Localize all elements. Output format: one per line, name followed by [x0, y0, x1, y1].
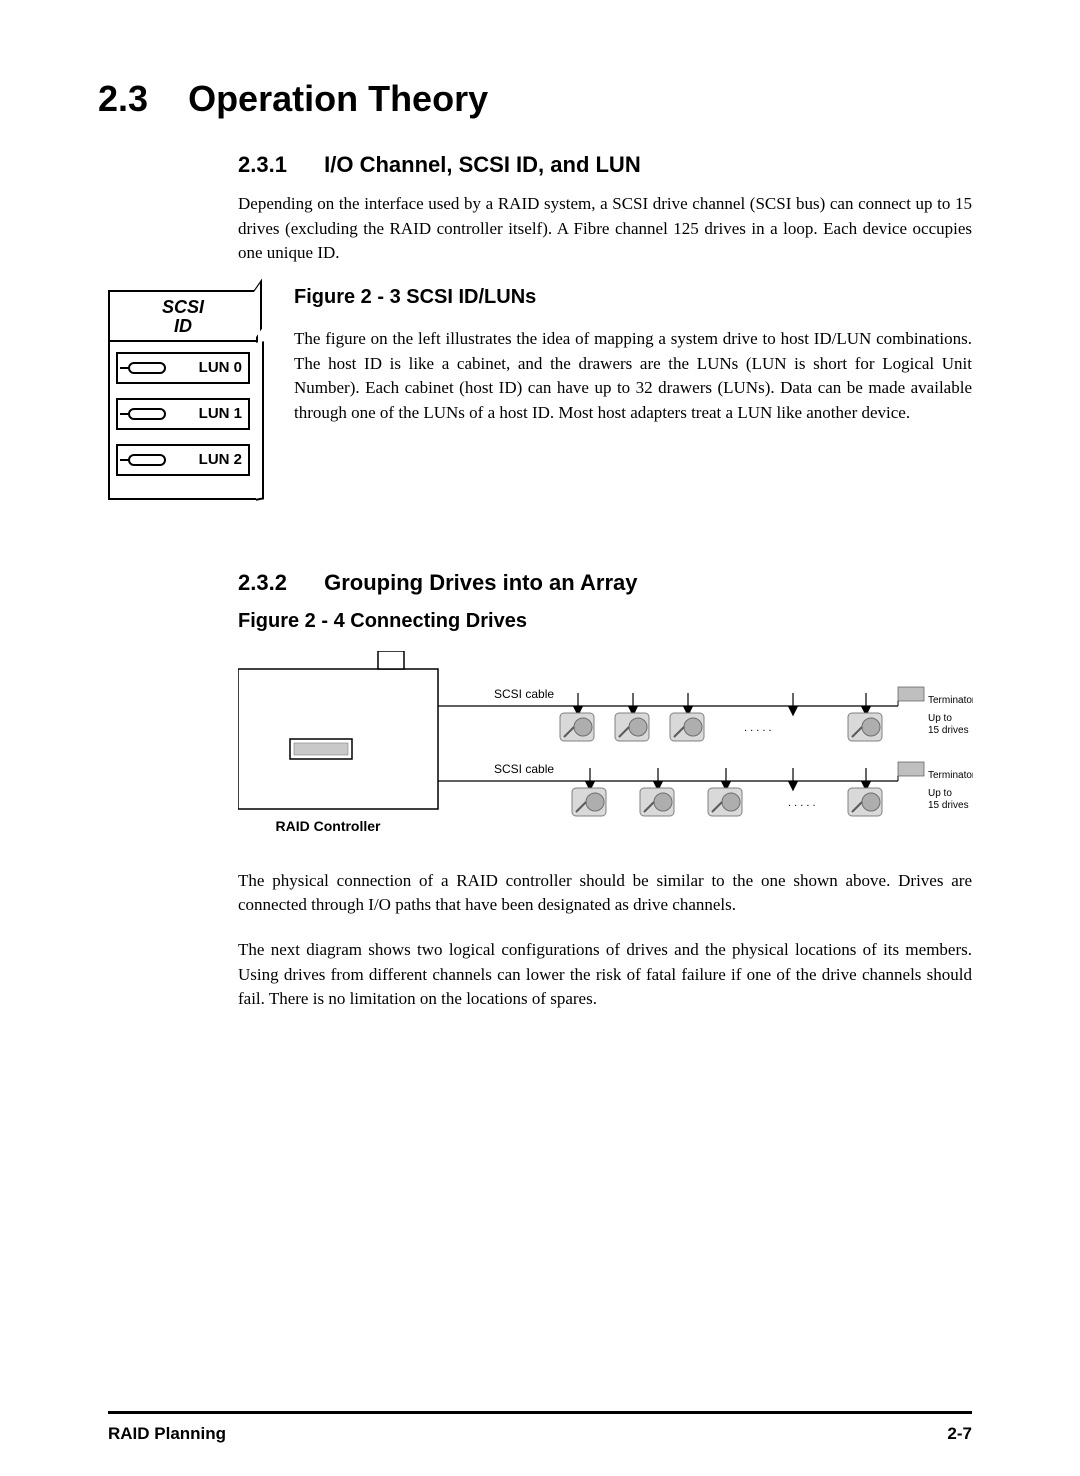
para-3: The physical connection of a RAID contro… — [238, 869, 972, 918]
drawer-label: LUN 2 — [199, 451, 242, 468]
figure-2-3-para: The figure on the left illustrates the i… — [294, 327, 972, 426]
section-name: Operation Theory — [188, 78, 488, 119]
footer-rule — [108, 1411, 972, 1414]
subsection-232: 2.3.2 Grouping Drives into an Array — [238, 570, 972, 596]
footer-left: RAID Planning — [108, 1424, 226, 1444]
drawer-handle-icon — [128, 454, 166, 466]
cabinet-header-2: ID — [110, 317, 256, 336]
drawer-handle-icon — [128, 408, 166, 420]
dots: . . . . . — [788, 797, 816, 809]
drawer-label: LUN 0 — [199, 359, 242, 376]
drives-label: 15 drives — [928, 725, 969, 736]
section-title: 2.3 Operation Theory — [98, 78, 972, 120]
drawer-lun0: LUN 0 — [116, 352, 250, 384]
figure-2-4-title: Figure 2 - 4 Connecting Drives — [238, 610, 972, 633]
upto-label: Up to — [928, 713, 952, 724]
scsi-cabinet-figure: SCSI ID LUN 0 LUN 1 LUN 2 — [108, 290, 268, 500]
page-footer: RAID Planning 2-7 — [108, 1424, 972, 1444]
subsection-num: 2.3.1 — [238, 152, 318, 178]
drives-label: 15 drives — [928, 800, 969, 811]
para-231: Depending on the interface used by a RAI… — [238, 192, 972, 266]
cabinet-header-1: SCSI — [110, 298, 256, 317]
section-number: 2.3 — [98, 78, 148, 119]
lower-bus: SCSI cable . . . . . — [438, 762, 973, 816]
drawer-label: LUN 1 — [199, 405, 242, 422]
terminator-label: Terminator — [928, 770, 973, 781]
subsection-title: Grouping Drives into an Array — [324, 570, 637, 595]
figure-2-3-title: Figure 2 - 3 SCSI ID/LUNs — [294, 286, 972, 309]
upto-label: Up to — [928, 788, 952, 799]
drawer-handle-icon — [128, 362, 166, 374]
footer-right: 2-7 — [947, 1424, 972, 1444]
terminator-label: Terminator — [928, 695, 973, 706]
drawer-lun2: LUN 2 — [116, 444, 250, 476]
drawer-lun1: LUN 1 — [116, 398, 250, 430]
para-4: The next diagram shows two logical confi… — [238, 938, 972, 1012]
subsection-title: I/O Channel, SCSI ID, and LUN — [324, 152, 641, 177]
raid-diagram: RAID Controller SCSI cable — [238, 651, 973, 841]
scsi-cable-label: SCSI cable — [494, 687, 554, 701]
upper-bus: SCSI cable . . . . — [438, 687, 973, 741]
subsection-231: 2.3.1 I/O Channel, SCSI ID, and LUN — [238, 152, 972, 178]
scsi-cable-label: SCSI cable — [494, 762, 554, 776]
raid-controller-label: RAID Controller — [276, 818, 382, 834]
dots: . . . . . — [744, 722, 772, 734]
subsection-num: 2.3.2 — [238, 570, 318, 596]
